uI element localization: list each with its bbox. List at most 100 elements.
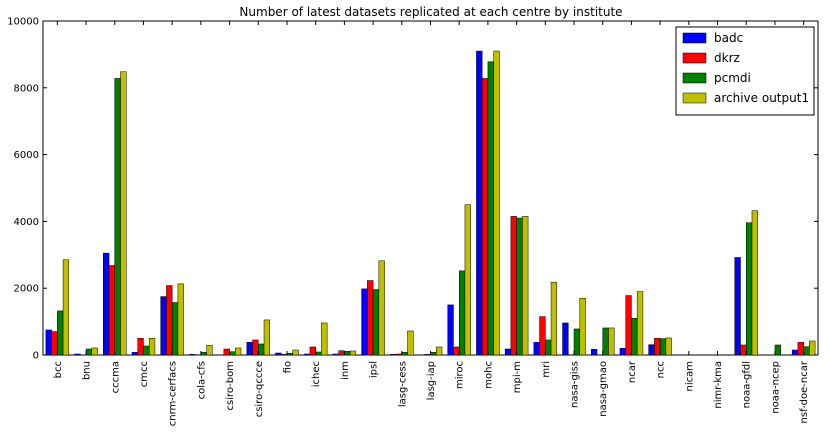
legend-swatch-pcmdi xyxy=(683,73,706,83)
x-tick-label: cmcc xyxy=(139,361,150,387)
x-tick-label: fio xyxy=(282,361,293,373)
bar-badc-ncar xyxy=(620,348,626,355)
bar-dkrz-csiro-bom xyxy=(224,349,230,355)
bar-archive-output1-nasa-gmao xyxy=(608,328,614,355)
legend-label-dkrz: dkrz xyxy=(714,51,740,65)
bar-dkrz-fio xyxy=(281,354,287,355)
bar-pcmdi-nsf-doe-ncar xyxy=(804,347,810,355)
bar-pcmdi-mohc xyxy=(488,62,494,355)
bar-dkrz-nsf-doe-ncar xyxy=(798,342,804,355)
bar-badc-ichec xyxy=(304,354,310,355)
x-tick-label: bnu xyxy=(82,361,93,380)
bar-badc-nsf-doe-ncar xyxy=(792,350,798,355)
bar-badc-cola-cfs xyxy=(189,354,195,355)
bar-pcmdi-fio xyxy=(287,353,293,355)
bar-archive-output1-cola-cfs xyxy=(207,345,213,355)
x-tick-label: csiro-bom xyxy=(225,361,236,411)
bar-pcmdi-bcc xyxy=(57,311,63,355)
bar-archive-output1-bnu xyxy=(92,348,98,355)
bar-archive-output1-cmcc xyxy=(149,338,155,355)
bar-dkrz-ipsl xyxy=(367,281,373,355)
bar-pcmdi-ncar xyxy=(631,318,637,355)
bar-pcmdi-ncc xyxy=(660,339,666,355)
legend: badc dkrz pcmdi archive output1 xyxy=(676,27,814,115)
y-tick-label: 2000 xyxy=(14,284,39,295)
bar-dkrz-bcc xyxy=(52,332,58,355)
bar-pcmdi-ipsl xyxy=(373,290,379,355)
bar-pcmdi-csiro-bom xyxy=(230,352,236,355)
bar-archive-output1-ichec xyxy=(321,323,327,355)
bar-dkrz-inm xyxy=(339,351,345,355)
bar-pcmdi-lasg-cess xyxy=(402,352,408,355)
bar-dkrz-noaa-gfdl xyxy=(741,345,747,355)
bar-dkrz-cnrm-cerfacs xyxy=(166,286,172,355)
x-tick-label: nsf-doe-ncar xyxy=(799,360,810,423)
y-tick-label: 8000 xyxy=(14,83,39,94)
legend-swatch-archive-output1 xyxy=(683,93,706,103)
x-tick-label: noaa-ncep xyxy=(770,361,781,414)
bar-pcmdi-cmcc xyxy=(143,346,149,355)
x-tick-label: nasa-gmao xyxy=(598,361,609,417)
chart-title: Number of latest datasets replicated at … xyxy=(239,5,622,19)
bar-chart: Number of latest datasets replicated at … xyxy=(0,0,829,432)
x-tick-label: cnrm-cerfacs xyxy=(168,361,179,426)
legend-label-badc: badc xyxy=(714,31,743,45)
bar-pcmdi-inm xyxy=(344,351,350,355)
bar-archive-output1-mpi-m xyxy=(522,216,528,355)
x-tick-label: inm xyxy=(340,361,351,380)
y-tick-label: 10000 xyxy=(7,17,39,28)
legend-label-pcmdi: pcmdi xyxy=(714,71,751,85)
bar-badc-cnrm-cerfacs xyxy=(161,297,167,355)
bar-archive-output1-csiro-bom xyxy=(235,348,241,355)
bar-pcmdi-lasg-iap xyxy=(431,352,437,355)
bar-pcmdi-bnu xyxy=(86,349,92,355)
bar-pcmdi-mri xyxy=(545,340,551,355)
bar-archive-output1-nasa-giss xyxy=(580,298,586,355)
bar-badc-bcc xyxy=(46,330,52,355)
bar-archive-output1-ncc xyxy=(666,338,672,355)
bar-archive-output1-lasg-cess xyxy=(408,331,414,355)
bar-archive-output1-mohc xyxy=(494,51,500,355)
bar-archive-output1-csiro-qccce xyxy=(264,320,270,355)
bar-pcmdi-nasa-gmao xyxy=(603,328,609,355)
x-tick-label: bcc xyxy=(53,361,64,378)
bar-archive-output1-ncar xyxy=(637,292,643,355)
bar-archive-output1-inm xyxy=(350,351,356,355)
x-tick-label: ipsl xyxy=(369,361,380,378)
x-tick-label: noaa-gfdl xyxy=(742,361,753,408)
legend-label-archive-output1: archive output1 xyxy=(714,91,809,105)
bar-archive-output1-lasg-iap xyxy=(436,347,442,355)
x-tick-label: nasa-giss xyxy=(570,361,581,408)
bar-pcmdi-ichec xyxy=(316,352,322,355)
bar-dkrz-miroc xyxy=(453,347,459,355)
bar-badc-mri xyxy=(534,342,540,355)
bar-archive-output1-ipsl xyxy=(379,261,385,355)
bar-dkrz-ncc xyxy=(654,338,660,355)
bar-dkrz-mri xyxy=(540,317,546,355)
bar-archive-output1-mri xyxy=(551,282,557,355)
bar-archive-output1-fio xyxy=(293,350,299,355)
x-tick-label: lasg-cess xyxy=(397,361,408,407)
bar-badc-ipsl xyxy=(362,289,368,355)
bar-badc-nasa-giss xyxy=(563,323,569,355)
bar-pcmdi-cnrm-cerfacs xyxy=(172,303,178,355)
x-tick-label: nicam xyxy=(684,361,695,391)
bar-pcmdi-cccma xyxy=(115,78,121,355)
bar-badc-noaa-gfdl xyxy=(735,257,741,355)
x-tick-label: ncc xyxy=(656,361,667,378)
x-tick-label: mohc xyxy=(483,361,494,389)
bar-archive-output1-cccma xyxy=(121,72,127,355)
legend-swatch-dkrz xyxy=(683,53,706,63)
y-tick-label: 6000 xyxy=(14,150,39,161)
bar-dkrz-mpi-m xyxy=(511,216,517,355)
bar-pcmdi-noaa-gfdl xyxy=(746,223,752,355)
bar-dkrz-mohc xyxy=(482,78,488,355)
bar-pcmdi-nasa-giss xyxy=(574,329,580,355)
bar-archive-output1-noaa-gfdl xyxy=(752,211,758,355)
bar-archive-output1-nsf-doe-ncar xyxy=(809,341,815,355)
bar-badc-cccma xyxy=(103,253,109,355)
bar-badc-miroc xyxy=(448,305,454,355)
x-tick-label: mri xyxy=(541,361,552,378)
legend-swatch-badc xyxy=(683,33,706,43)
bar-archive-output1-bcc xyxy=(63,260,69,355)
